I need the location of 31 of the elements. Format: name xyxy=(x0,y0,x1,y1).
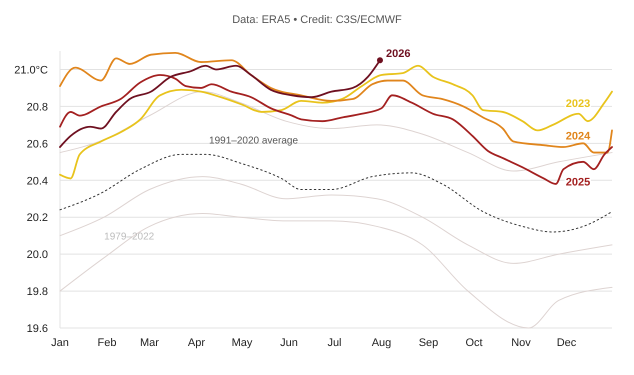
series-label: 2026 xyxy=(386,48,410,60)
line-series xyxy=(60,176,612,264)
chart-subtitle: Data: ERA5 • Credit: C3S/ECMWF xyxy=(232,14,402,26)
x-tick-label: Feb xyxy=(98,337,116,349)
y-tick-label: 19.6 xyxy=(26,323,48,335)
annotation: 1991–2020 average xyxy=(209,135,298,146)
x-tick-label: Oct xyxy=(465,337,483,349)
y-tick-label: 21.0°C xyxy=(14,64,48,76)
x-tick-label: Aug xyxy=(372,337,392,349)
line-series xyxy=(60,91,612,172)
y-tick-label: 20.0 xyxy=(26,249,48,262)
series-label: 2025 xyxy=(566,176,590,189)
y-tick-label: 20.4 xyxy=(26,175,48,188)
series-label: 2023 xyxy=(566,98,590,110)
y-tick-label: 20.6 xyxy=(26,138,48,150)
line-series xyxy=(60,213,612,328)
x-tick-label: Jan xyxy=(51,337,69,349)
x-tick-label: Nov xyxy=(511,337,532,349)
y-tick-label: 19.8 xyxy=(26,286,48,298)
x-tick-label: Apr xyxy=(188,337,206,349)
x-tick-label: Jul xyxy=(327,337,342,349)
line-series xyxy=(60,154,612,232)
x-tick-label: Mar xyxy=(140,337,160,349)
y-tick-label: 20.2 xyxy=(26,212,48,224)
annotation: 1979–2022 xyxy=(104,231,155,242)
x-tick-label: Sep xyxy=(418,337,438,349)
y-tick-label: 20.8 xyxy=(26,101,48,114)
x-tick-label: Jun xyxy=(280,337,298,349)
x-tick-label: Dec xyxy=(556,337,577,349)
series-label: 2024 xyxy=(566,130,592,142)
x-tick-label: May xyxy=(232,337,253,349)
